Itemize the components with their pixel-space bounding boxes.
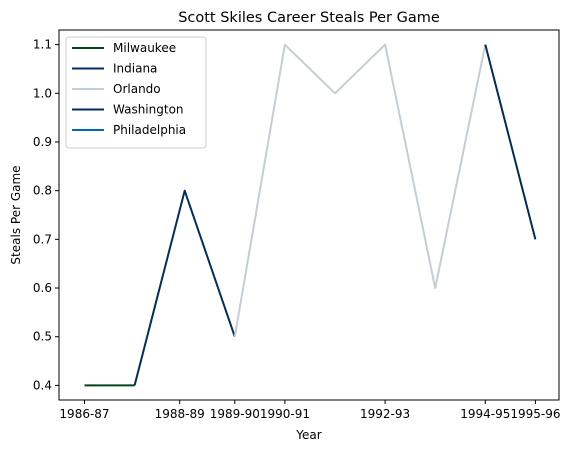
x-tick-label: 1995-96 [510, 407, 560, 421]
x-tick-label: 1992-93 [360, 407, 410, 421]
x-tick-label: 1988-89 [155, 407, 205, 421]
x-tick-label: 1990-91 [260, 407, 310, 421]
series-line-indiana [133, 189, 236, 386]
y-axis-label: Steals Per Game [9, 165, 23, 264]
legend-label-milwaukee: Milwaukee [113, 41, 176, 55]
legend-frame [65, 36, 207, 149]
x-tick-label: 1986-87 [59, 407, 109, 421]
x-tick-label: 1994-95 [460, 407, 510, 421]
legend: Milwaukee Indiana Orlando Washington Philade… [65, 36, 207, 149]
y-tick-label: 0.9 [33, 135, 52, 149]
y-tick-label: 0.6 [33, 281, 52, 295]
y-tick-label: 0.5 [33, 330, 52, 344]
y-tick-label: 1.1 [33, 38, 52, 52]
plot-lines [84, 43, 537, 387]
x-tick-label: 1989-90 [210, 407, 260, 421]
x-axis-label: Year [295, 428, 321, 442]
y-tick-label: 0.7 [33, 232, 52, 246]
legend-label-orlando: Orlando [113, 82, 161, 96]
legend-label-washington: Washington [113, 103, 184, 117]
y-axis: 0.4 0.5 0.6 0.7 0.8 0.9 1.0 1.1 [33, 38, 59, 392]
chart-title: Scott Skiles Career Steals Per Game [178, 10, 440, 26]
x-axis: 1986-87 1988-89 1989-90 1990-91 1992-93 1994-… [59, 400, 560, 421]
y-tick-label: 1.0 [33, 86, 52, 100]
y-tick-label: 0.8 [33, 184, 52, 198]
plot-frame [58, 29, 560, 401]
legend-label-philadelphia: Philadelphia [113, 123, 186, 137]
series-line-washington [484, 44, 537, 240]
y-tick-label: 0.4 [33, 378, 52, 392]
legend-label-indiana: Indiana [113, 62, 157, 76]
series-line-orlando [233, 43, 487, 337]
